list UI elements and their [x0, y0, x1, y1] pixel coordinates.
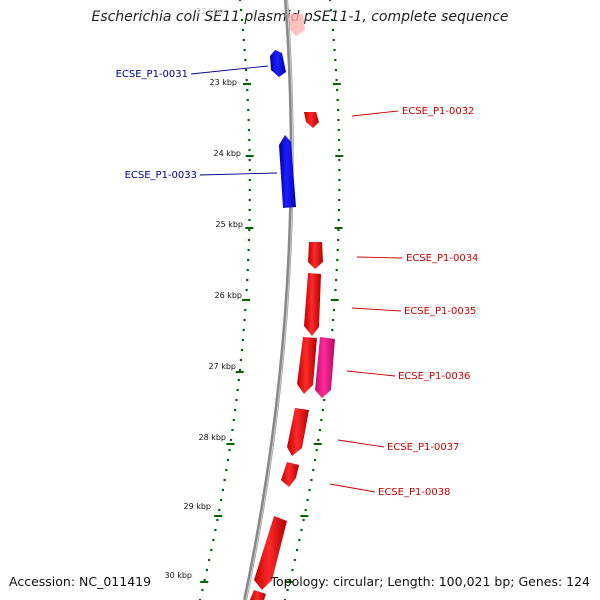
major-ticks: [200, 83, 344, 583]
callout-line-0036: [346, 370, 396, 377]
gene-arrow-0034[interactable]: [308, 242, 323, 269]
gene-arrow-0038[interactable]: [281, 462, 299, 487]
tick-label-24kbp: 24 kbp: [213, 149, 241, 158]
gene-label-0038[interactable]: ECSE_P1-0038: [378, 487, 450, 498]
gene-label-0036[interactable]: ECSE_P1-0036: [398, 371, 470, 382]
callout-line-0038: [329, 483, 376, 493]
callout-lines: [190, 65, 403, 493]
tick-label-30kbp: 30 kbp: [164, 571, 192, 580]
gene-arrow-0032[interactable]: [304, 112, 319, 128]
gene-arrow-0036b[interactable]: [297, 337, 317, 394]
backbone-circle: [243, 0, 294, 600]
tick-labels: 23 kbp 24 kbp 25 kbp 26 kbp 27 kbp 28 kb…: [164, 78, 243, 580]
gene-arrow-partial: [289, 14, 305, 36]
callout-line-0032: [351, 110, 399, 117]
backbone-highlight: [245, 0, 294, 600]
tick-label-27kbp: 27 kbp: [208, 362, 236, 371]
gene-arrow-0039: [254, 516, 287, 590]
callout-line-0034: [356, 256, 403, 259]
callout-line-0031: [190, 65, 269, 75]
callout-line-0037: [337, 439, 385, 448]
inner-tick-ring: [198, 0, 251, 600]
callout-line-0035: [351, 307, 402, 312]
tick-label-28kbp: 28 kbp: [198, 433, 226, 442]
gene-arrow-0040: [250, 590, 266, 600]
gene-arrows: [250, 50, 335, 600]
tick-label-23kbp: 23 kbp: [209, 78, 237, 87]
gene-arrow-0033[interactable]: [279, 135, 296, 208]
tick-label-29kbp: 29 kbp: [183, 502, 211, 511]
gene-arrow-0037[interactable]: [287, 408, 309, 456]
gene-arrow-0036[interactable]: [315, 337, 335, 398]
tick-label-26kbp: 26 kbp: [214, 291, 242, 300]
tick-label-25kbp: 25 kbp: [215, 220, 243, 229]
gene-label-0034[interactable]: ECSE_P1-0034: [406, 253, 478, 264]
gene-labels: ECSE_P1-0031 ECSE_P1-0032 ECSE_P1-0033 E…: [116, 69, 479, 498]
gene-label-0031[interactable]: ECSE_P1-0031: [116, 69, 188, 80]
gene-arrow-0031[interactable]: [270, 50, 286, 77]
gene-label-0033[interactable]: ECSE_P1-0033: [125, 170, 197, 181]
accession-text: Accession: NC_011419: [9, 574, 152, 589]
tick-label-partial: 22 kbp: [196, 7, 224, 16]
topology-summary: Topology: circular; Length: 100,021 bp; …: [270, 574, 591, 589]
gene-arrow-0035[interactable]: [304, 273, 321, 336]
gene-label-0035[interactable]: ECSE_P1-0035: [404, 306, 476, 317]
gene-label-0037[interactable]: ECSE_P1-0037: [387, 442, 459, 453]
gene-label-0032[interactable]: ECSE_P1-0032: [402, 106, 474, 117]
callout-line-0033: [199, 172, 278, 176]
